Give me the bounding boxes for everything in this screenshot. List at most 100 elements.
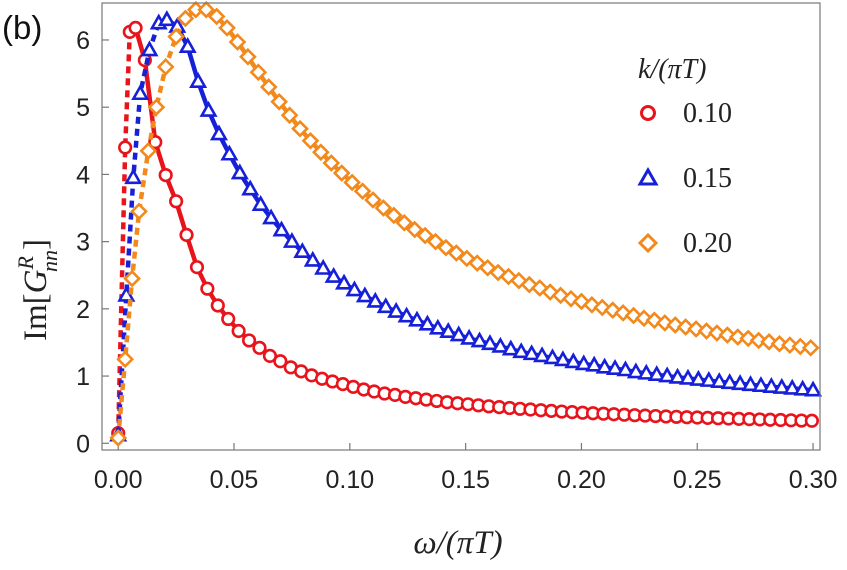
- y-axis-title-g: G: [18, 269, 54, 293]
- legend: k/(πT) 0.10 0.15 0.20: [637, 54, 732, 259]
- data-point: [626, 362, 645, 379]
- data-point: [156, 58, 175, 76]
- x-tick-label: 0.15: [441, 466, 490, 494]
- data-point: [783, 378, 802, 395]
- data-point: [678, 368, 698, 385]
- data-point: [158, 167, 173, 183]
- data-point: [687, 320, 705, 338]
- data-point: [147, 98, 166, 117]
- data-point: [395, 213, 414, 232]
- data-point: [468, 254, 487, 272]
- data-point: [251, 195, 270, 211]
- data-point: [457, 249, 476, 268]
- data-point: [259, 78, 278, 96]
- legend-title: k/(πT): [638, 54, 706, 85]
- data-point: [762, 377, 781, 393]
- x-tick-label: 0.25: [673, 466, 722, 494]
- data-point: [324, 266, 343, 283]
- data-point: [176, 9, 195, 28]
- data-point: [522, 344, 541, 361]
- data-point: [210, 298, 225, 313]
- data-point: [480, 334, 499, 351]
- data-point: [635, 309, 653, 328]
- data-point: [384, 206, 403, 225]
- y-tick-label: 1: [76, 363, 90, 391]
- data-point: [157, 10, 176, 27]
- data-point: [231, 323, 246, 339]
- y-axis-title-open: [: [18, 293, 54, 304]
- data-point: [751, 376, 770, 393]
- data-point: [117, 285, 136, 302]
- y-axis-title-im: Im: [18, 304, 54, 341]
- data-point: [230, 163, 249, 180]
- data-point: [439, 322, 458, 338]
- data-point: [447, 244, 466, 262]
- data-point: [624, 306, 643, 325]
- legend-marker: [640, 105, 656, 121]
- data-point: [123, 269, 141, 288]
- data-point: [595, 357, 614, 374]
- data-point: [128, 20, 143, 35]
- data-point: [280, 106, 299, 125]
- x-ticks: 0.00 0.05 0.10 0.15 0.20 0.25 0.30: [94, 443, 838, 494]
- data-point: [293, 242, 312, 259]
- data-point: [772, 377, 791, 394]
- data-point: [708, 324, 726, 342]
- legend-label: 0.15: [683, 163, 732, 194]
- data-point: [731, 374, 750, 391]
- y-axis-title-sup: R: [13, 255, 38, 270]
- data-point: [312, 143, 330, 162]
- data-point: [512, 342, 531, 359]
- data-point: [252, 340, 267, 355]
- data-point: [645, 311, 664, 330]
- data-point: [199, 100, 218, 117]
- data-point: [221, 311, 236, 327]
- data-point: [418, 314, 437, 331]
- data-point: [209, 124, 228, 141]
- data-point: [387, 301, 406, 318]
- data-point: [501, 339, 520, 356]
- data-point: [343, 173, 361, 192]
- x-axis-title: ω/(πT): [413, 525, 502, 561]
- data-point: [167, 27, 185, 46]
- series-circle: [111, 20, 819, 441]
- data-point: [332, 164, 351, 182]
- data-point: [533, 346, 552, 363]
- data-point: [179, 227, 194, 243]
- data-point: [262, 208, 281, 225]
- data-point: [405, 220, 424, 239]
- data-point: [291, 119, 309, 138]
- data-point: [207, 7, 226, 26]
- data-point: [366, 291, 385, 308]
- data-point: [239, 47, 257, 66]
- data-point: [178, 37, 197, 53]
- data-point: [189, 72, 208, 88]
- data-point: [770, 334, 789, 353]
- data-point: [793, 379, 812, 396]
- data-point: [270, 92, 289, 111]
- legend-marker: [637, 166, 659, 186]
- data-point: [397, 306, 416, 323]
- y-axis-title: Im[GRnn]: [13, 239, 62, 341]
- data-point: [428, 318, 447, 335]
- legend-label: 0.20: [683, 228, 732, 259]
- panel-label: (b): [2, 9, 42, 46]
- data-point: [658, 366, 677, 383]
- data-point: [804, 413, 819, 428]
- data-point: [364, 191, 382, 209]
- data-point: [272, 220, 291, 237]
- data-point: [116, 350, 134, 369]
- data-point: [124, 168, 143, 185]
- data-point: [530, 279, 549, 297]
- data-point: [647, 365, 666, 382]
- y-tick-label: 5: [76, 94, 90, 122]
- series-diamond: [109, 0, 820, 447]
- x-tick-label: 0.30: [789, 466, 838, 494]
- data-point: [314, 258, 333, 275]
- series-layer: [109, 0, 823, 447]
- data-point: [241, 179, 260, 196]
- legend-label: 0.10: [683, 98, 732, 129]
- legend-marker: [637, 232, 659, 254]
- data-point: [273, 354, 288, 369]
- data-point: [801, 338, 820, 357]
